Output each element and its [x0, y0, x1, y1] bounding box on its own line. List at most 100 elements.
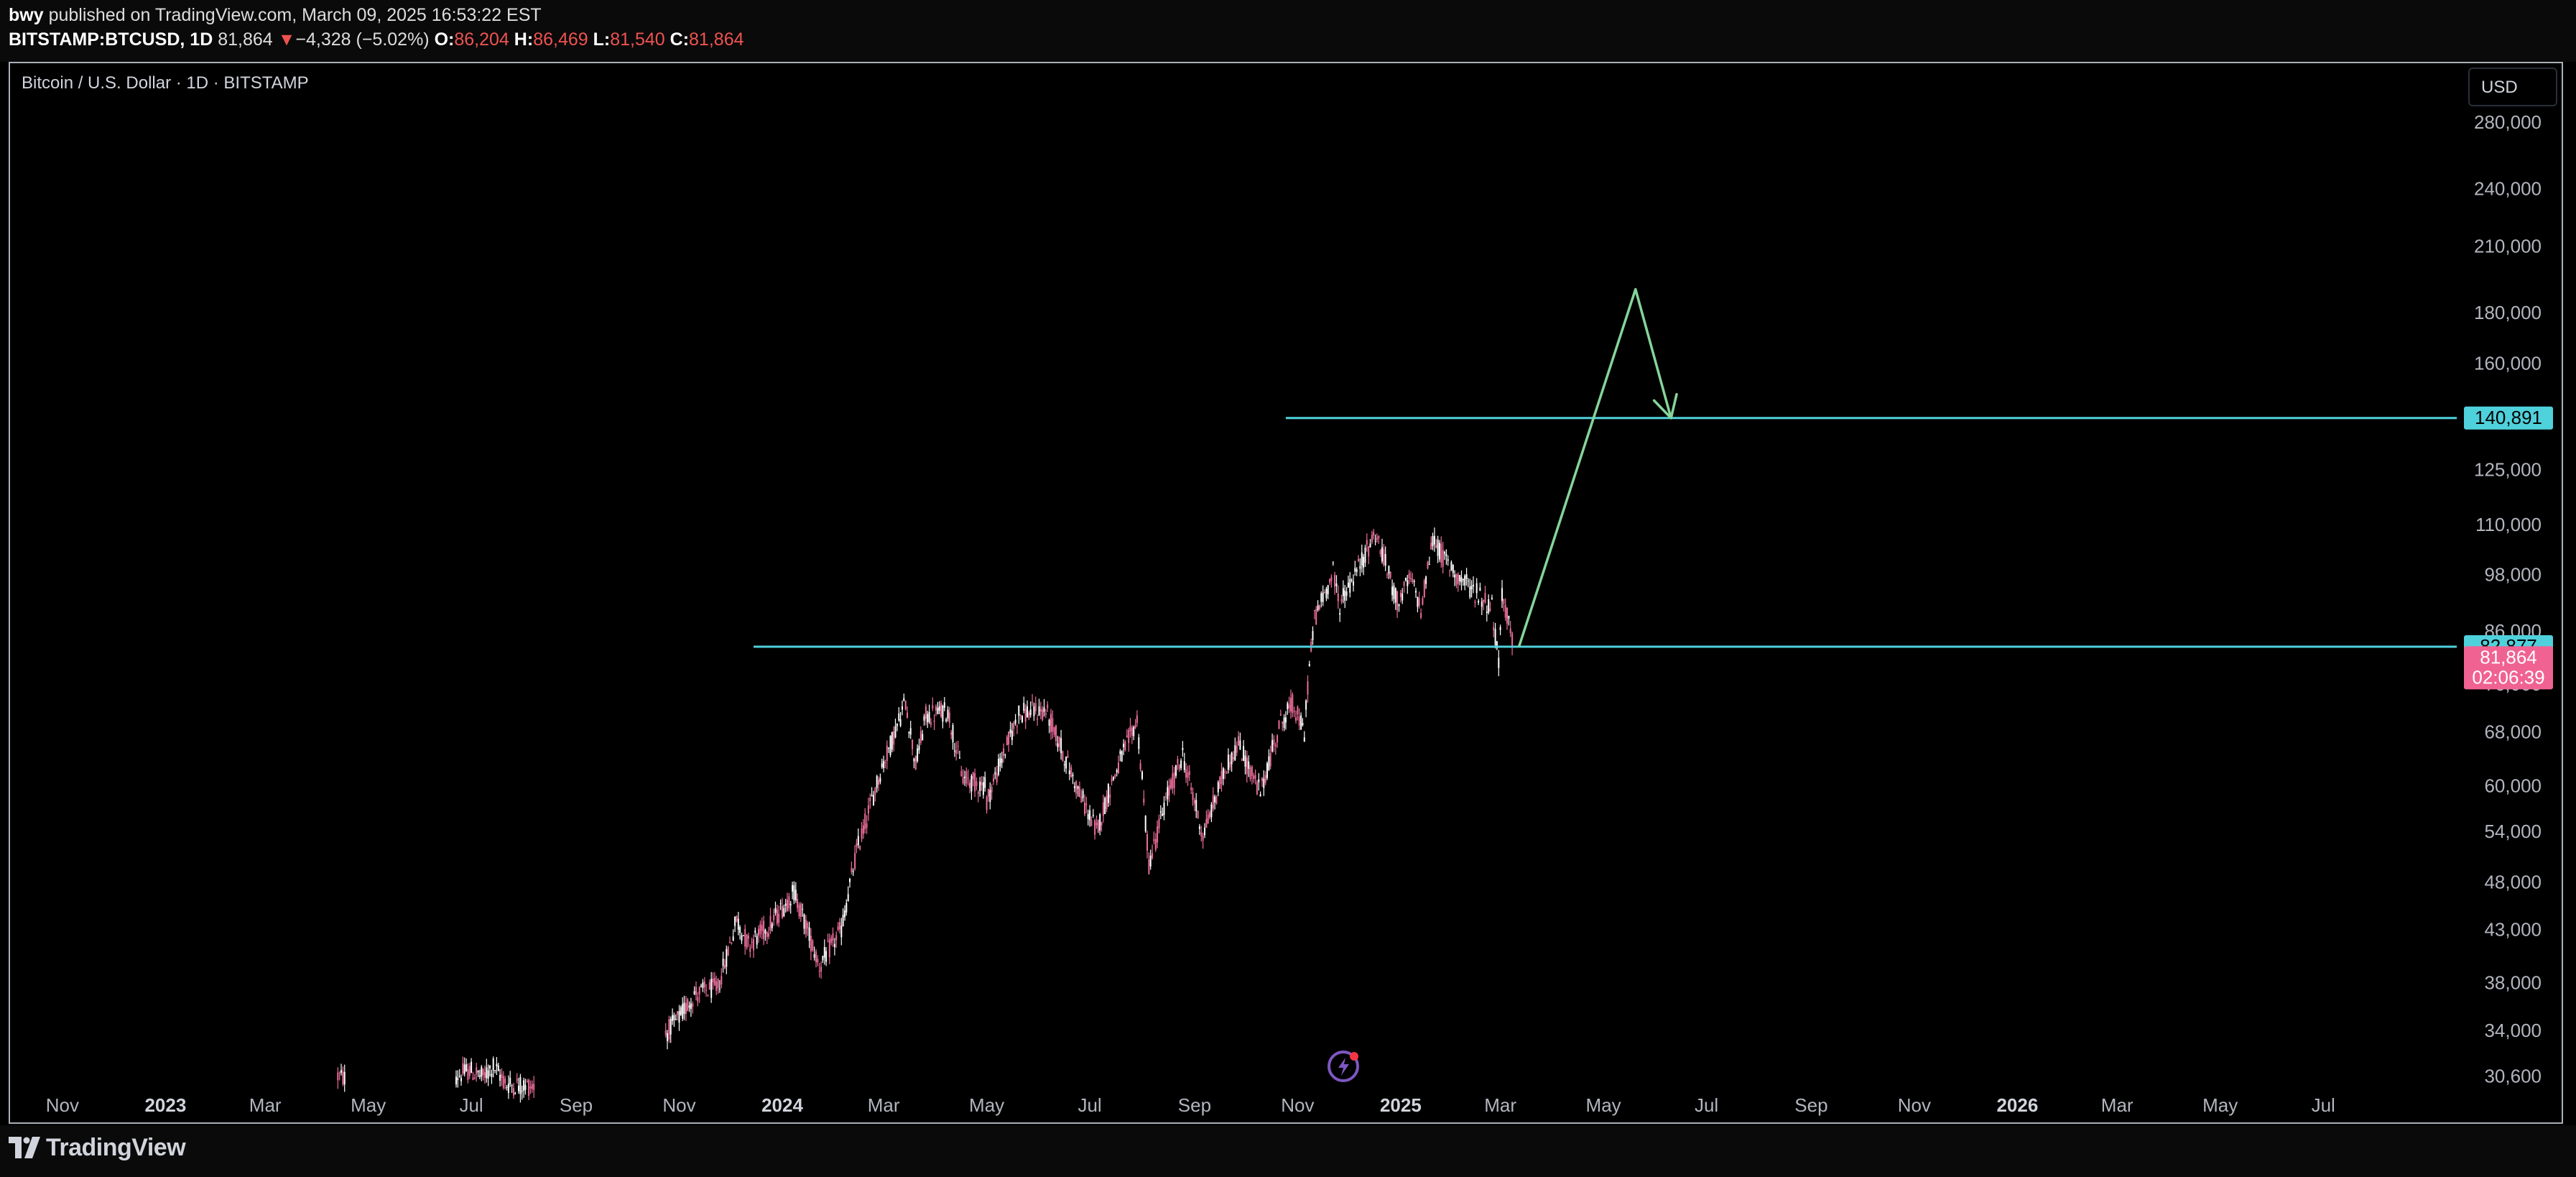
candle-body — [1335, 583, 1338, 586]
chart-frame[interactable] — [9, 62, 2563, 1124]
candle-body — [672, 1015, 674, 1021]
candle-body — [800, 903, 802, 918]
candle-body — [726, 948, 728, 967]
candle-body — [1039, 708, 1042, 712]
candle-body — [808, 927, 810, 941]
candle-body — [492, 1058, 494, 1071]
candle-body — [1109, 794, 1111, 798]
candle-body — [1334, 575, 1336, 587]
projection-arrowhead[interactable] — [1669, 392, 1678, 420]
chart-title: Bitcoin / U.S. Dollar · 1D · BITSTAMP — [22, 73, 309, 93]
candle-body — [881, 763, 883, 767]
candle-body — [1128, 730, 1130, 744]
time-axis-label: 2024 — [761, 1094, 803, 1116]
candle-body — [737, 918, 739, 930]
candle-body — [1129, 726, 1131, 731]
candle-body — [700, 985, 702, 987]
candle-body — [462, 1063, 464, 1074]
low-value: 81,540 — [610, 29, 665, 50]
candle-body — [1068, 770, 1070, 775]
level-lines[interactable] — [754, 417, 2457, 648]
price-axis-label: 54,000 — [2484, 821, 2542, 842]
candle-body — [1254, 775, 1256, 779]
candle-body — [513, 1088, 514, 1096]
candle-body — [894, 726, 896, 738]
candle-body — [903, 698, 905, 701]
candle-body — [1394, 588, 1396, 603]
candle-body — [1430, 543, 1432, 550]
candle-body — [812, 940, 814, 951]
candle-body — [1374, 540, 1376, 542]
candle-body — [884, 762, 886, 764]
candle-body — [1210, 804, 1213, 818]
candle-body — [1219, 777, 1221, 789]
candle-body — [1432, 536, 1434, 547]
candle-body — [1284, 717, 1287, 723]
candle-body — [472, 1077, 474, 1081]
time-axis-label: Jul — [2312, 1094, 2335, 1116]
candle-body — [847, 894, 849, 902]
candle-body — [1097, 820, 1099, 833]
candle-body — [1113, 776, 1114, 780]
candle-body — [1092, 814, 1094, 816]
projection-arrowhead[interactable] — [1652, 399, 1672, 420]
candle-body — [1433, 535, 1435, 545]
high-label: H: — [514, 29, 534, 50]
candle-body — [874, 788, 876, 795]
candle-body — [996, 773, 998, 783]
candle-body — [1085, 803, 1088, 806]
candle-body — [1264, 775, 1266, 783]
candle-body — [761, 925, 763, 931]
projection-path[interactable] — [1517, 287, 1672, 647]
candle-body — [1278, 721, 1280, 729]
candle-body — [683, 1002, 685, 1015]
candle-body — [501, 1074, 503, 1079]
price-badge — [2464, 646, 2553, 690]
candle-body — [1077, 786, 1079, 789]
candle-body — [1378, 535, 1380, 539]
author-name[interactable]: bwy — [9, 5, 44, 25]
time-axis-label: 2025 — [1380, 1094, 1422, 1116]
candle-body — [764, 930, 766, 934]
projection-arrow[interactable] — [1517, 287, 1678, 647]
price-axis-label: 210,000 — [2474, 236, 2542, 257]
time-axis[interactable]: Nov 2023 Mar May Jul Sep Nov 2024 Mar May Jul Sep No… — [46, 1094, 2335, 1116]
candle-body — [862, 825, 864, 834]
candle-body — [1178, 764, 1180, 770]
time-axis-label: Sep — [1178, 1094, 1211, 1116]
candle-body — [1003, 748, 1005, 756]
candle-body — [1447, 559, 1449, 561]
tradingview-logo-icon[interactable] — [9, 1137, 40, 1158]
candle-body — [1439, 543, 1440, 560]
close-value: 81,864 — [689, 29, 744, 50]
candle-body — [1445, 553, 1447, 556]
candle-body — [1373, 532, 1375, 536]
candle-body — [1198, 826, 1200, 829]
candle-body — [945, 719, 948, 721]
candle-body — [1279, 714, 1282, 716]
currency-button[interactable]: USD — [2468, 68, 2557, 106]
candle-body — [1376, 537, 1378, 540]
candle-body — [998, 759, 999, 775]
tradingview-brand[interactable]: TradingView — [46, 1134, 186, 1161]
lightning-icon[interactable] — [1328, 1051, 1359, 1082]
candle-body — [904, 701, 907, 710]
candle-body — [489, 1066, 491, 1068]
candle-body — [909, 728, 912, 735]
candle-body — [1350, 579, 1353, 581]
candle-body — [859, 846, 861, 849]
candle-body — [1197, 811, 1199, 819]
header-bar: bwy published on TradingView.com, March … — [0, 0, 2576, 62]
candle-body — [715, 981, 718, 991]
candle-body — [918, 745, 920, 751]
candle-body — [741, 935, 743, 941]
candle-body — [960, 771, 963, 777]
candle-body — [1144, 816, 1146, 831]
candle-body — [891, 731, 893, 750]
candle-body — [810, 936, 812, 952]
candle-body — [1369, 543, 1371, 548]
candle-body — [1123, 744, 1125, 747]
candle-body — [1231, 752, 1233, 765]
price-axis[interactable]: 30,600 34,000 38,000 43,000 48,000 54,000 60,0… — [2474, 111, 2542, 1086]
